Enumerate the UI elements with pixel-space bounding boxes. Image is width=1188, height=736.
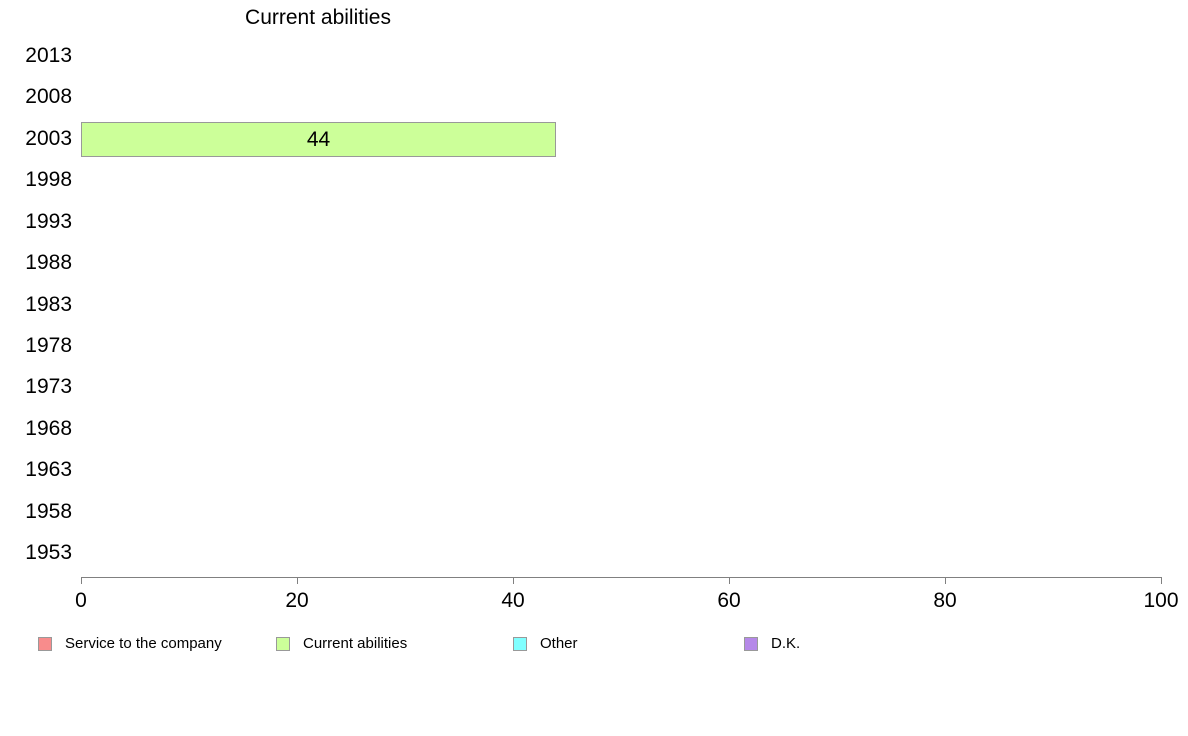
x-tick-mark: [945, 577, 946, 584]
legend-swatch: [276, 636, 290, 651]
chart-title: Current abilities: [245, 6, 391, 29]
y-axis-label: 2013: [25, 44, 72, 67]
x-tick-mark: [513, 577, 514, 584]
x-tick-label: 60: [717, 589, 741, 612]
y-axis-label: 1978: [25, 333, 72, 357]
y-axis-label: 1953: [25, 541, 72, 565]
legend-label: Current abilities: [303, 635, 408, 652]
y-axis-label: 1998: [25, 168, 72, 192]
y-axis-label: 2008: [25, 85, 72, 109]
bar: 44: [81, 122, 556, 158]
x-tick-mark: [297, 577, 298, 584]
x-tick-label: 80: [933, 589, 957, 612]
legend-swatch: [513, 636, 527, 651]
x-tick-mark: [729, 577, 730, 584]
x-tick-label: 100: [1143, 589, 1179, 612]
y-axis-label: 1973: [25, 375, 72, 399]
x-tick-label: 40: [501, 589, 525, 612]
legend-item: Service to the company: [38, 635, 222, 652]
x-tick-label: 0: [75, 589, 87, 612]
legend-item: Other: [513, 635, 578, 652]
legend-label: D.K.: [771, 635, 801, 652]
bar-value-label: 44: [306, 127, 331, 151]
x-tick-mark: [81, 577, 82, 584]
legend-item: D.K.: [744, 635, 800, 652]
x-tick-label: 20: [285, 589, 309, 612]
y-axis-label: 1958: [25, 499, 72, 523]
legend-swatch: [38, 636, 52, 651]
y-axis-label: 2003: [25, 126, 72, 150]
legend-label: Other: [540, 635, 578, 652]
legend-item: Current abilities: [276, 635, 407, 652]
legend-label: Service to the company: [65, 635, 222, 652]
y-axis-label: 1988: [25, 251, 72, 275]
y-axis-label: 1963: [25, 458, 72, 482]
legend-swatch: [744, 636, 758, 651]
y-axis-label: 1983: [25, 292, 72, 316]
y-axis-label: 1968: [25, 416, 72, 440]
y-axis-label: 1993: [25, 209, 72, 233]
x-axis-line: [81, 577, 1162, 578]
x-tick-mark: [1161, 577, 1162, 584]
